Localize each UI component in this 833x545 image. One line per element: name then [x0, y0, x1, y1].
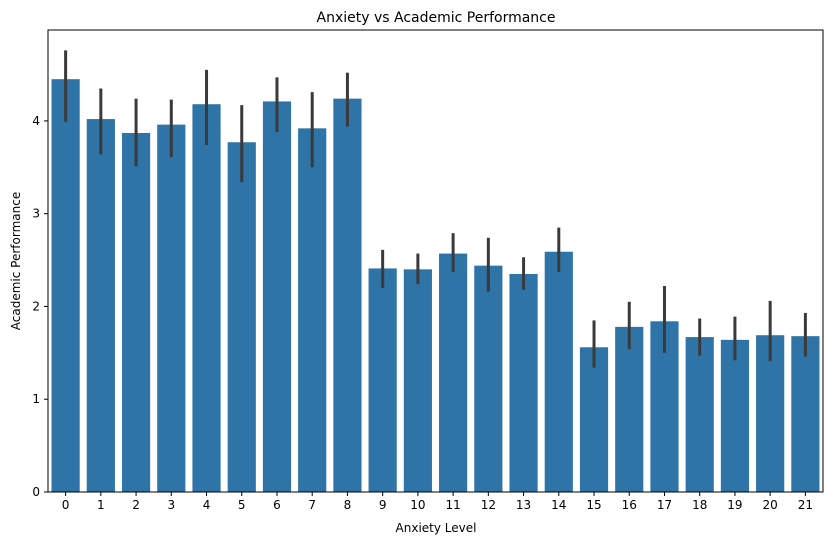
bar-9	[368, 268, 397, 492]
x-tick-label-20: 20	[763, 498, 778, 512]
x-tick-label-4: 4	[203, 498, 211, 512]
bar-2	[121, 132, 151, 493]
bar-6	[262, 101, 292, 492]
x-tick-label-10: 10	[410, 498, 425, 512]
bar-21	[791, 336, 820, 492]
x-tick-label-13: 13	[516, 498, 531, 512]
x-tick-label-19: 19	[727, 498, 742, 512]
y-axis-label: Academic Performance	[9, 192, 23, 330]
bar-3	[157, 124, 186, 493]
y-tick-label-0: 0	[32, 485, 40, 499]
bar-20	[756, 335, 785, 492]
bar-14	[544, 251, 573, 492]
y-axis: 0 1 2 3 4	[32, 114, 48, 499]
bar-19	[720, 339, 750, 492]
bar-13	[509, 273, 538, 492]
y-tick-label-1: 1	[32, 392, 40, 406]
bar-7	[298, 128, 327, 493]
bar-12	[474, 265, 503, 492]
y-tick-label-2: 2	[32, 299, 40, 313]
bars-group	[51, 79, 820, 493]
x-tick-label-16: 16	[622, 498, 637, 512]
plot-frame	[47, 29, 824, 493]
x-tick-label-0: 0	[62, 498, 70, 512]
bar-8	[333, 98, 362, 492]
bar-4	[192, 104, 221, 493]
bar-11	[439, 253, 468, 492]
x-tick-label-15: 15	[586, 498, 601, 512]
x-tick-label-8: 8	[344, 498, 352, 512]
x-tick-label-14: 14	[551, 498, 566, 512]
x-axis-label: Anxiety Level	[396, 521, 477, 535]
bar-16	[615, 326, 644, 492]
x-tick-label-5: 5	[238, 498, 246, 512]
bar-5	[227, 142, 256, 493]
x-tick-label-21: 21	[798, 498, 813, 512]
bar-1	[86, 119, 115, 492]
x-tick-label-6: 6	[273, 498, 281, 512]
x-tick-label-11: 11	[445, 498, 460, 512]
error-bars-group	[64, 50, 807, 368]
x-axis: 0 1 2 3 4 5 6 7 8 9 10 11 12 13 14 15 16 17 18 19 20 21	[62, 492, 813, 512]
bar-0	[51, 79, 80, 493]
bar-18	[685, 337, 714, 492]
chart-title: Anxiety vs Academic Performance	[317, 10, 556, 26]
x-tick-label-12: 12	[481, 498, 496, 512]
x-tick-label-17: 17	[657, 498, 672, 512]
bar-15	[579, 347, 609, 492]
x-tick-label-3: 3	[167, 498, 175, 512]
x-tick-label-9: 9	[379, 498, 387, 512]
x-tick-label-7: 7	[308, 498, 316, 512]
x-tick-label-18: 18	[692, 498, 707, 512]
y-tick-label-4: 4	[32, 114, 40, 128]
x-tick-label-1: 1	[97, 498, 105, 512]
x-tick-label-2: 2	[132, 498, 140, 512]
y-tick-label-3: 3	[32, 207, 40, 221]
bar-10	[403, 269, 432, 492]
